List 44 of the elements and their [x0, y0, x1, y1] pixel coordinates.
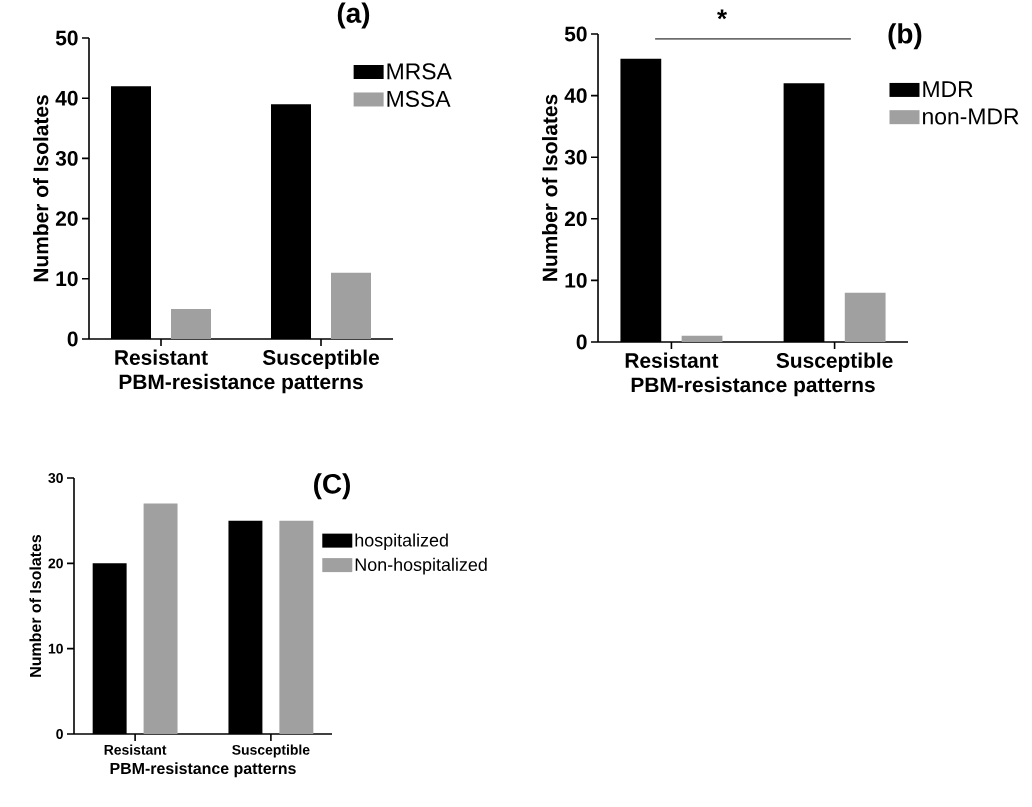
y-tick-label: 30	[55, 150, 78, 166]
y-tick-label: 0	[576, 334, 587, 350]
legend-label: non-MDR	[923, 108, 1019, 125]
x-axis-title: PBM-resistance patterns	[119, 373, 363, 394]
bar	[143, 503, 178, 734]
legend-label: MDR	[923, 81, 973, 98]
bar	[681, 335, 723, 342]
y-tick-label: 40	[55, 90, 78, 106]
bar	[171, 308, 211, 339]
text: *	[717, 9, 728, 20]
legend-label: MSSA	[387, 90, 451, 107]
y-tick-label: 30	[564, 149, 587, 165]
y-axis-title: Number of Isolates	[33, 95, 49, 282]
y-tick-label: 20	[55, 211, 78, 226]
y-tick-label: 20	[564, 211, 587, 227]
y-tick-label: 30	[48, 473, 63, 483]
chart-title: (b)	[888, 23, 922, 50]
x-tick-label: Susceptible	[262, 349, 380, 370]
legend-label: MRSA	[387, 63, 452, 80]
x-axis-title: PBM-resistance patterns	[631, 376, 875, 397]
x-tick-label: Susceptible	[776, 352, 893, 373]
y-axis-title: Number of Isolates	[29, 534, 42, 677]
y-tick-label: 10	[48, 643, 63, 654]
bar	[844, 292, 886, 342]
x-axis-title: PBM-resistance patterns	[110, 762, 296, 778]
x-tick-label: Susceptible	[232, 744, 310, 758]
y-tick-label: 50	[564, 26, 587, 42]
y-tick-label: 10	[565, 272, 587, 288]
y-tick-label: 40	[564, 88, 587, 103]
legend-label: hospitalized	[355, 533, 448, 551]
y-tick-label: 20	[48, 558, 63, 569]
x-tick-label: Resistant	[115, 349, 208, 365]
bar	[331, 272, 371, 339]
x-tick-label: Resistant	[104, 744, 167, 755]
chart-title: (a)	[337, 2, 370, 29]
chart-title: (C)	[314, 473, 350, 500]
y-tick-label: 0	[56, 729, 63, 739]
x-tick-label: Resistant	[625, 352, 719, 368]
legend-label: Non-hospitalized	[355, 557, 487, 575]
bar	[279, 520, 314, 734]
y-tick-label: 50	[55, 30, 78, 46]
y-axis-title: Number of Isolates	[542, 94, 558, 281]
y-tick-label: 10	[56, 271, 78, 287]
y-tick-label: 0	[67, 331, 78, 347]
